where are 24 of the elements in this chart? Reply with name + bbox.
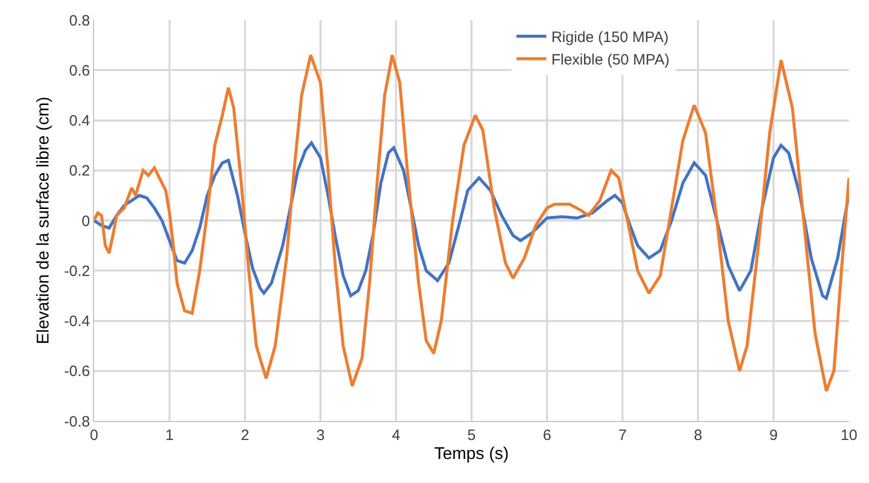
y-tick-label: -0.8 xyxy=(64,413,90,430)
y-tick-label: -0.4 xyxy=(64,313,90,330)
x-tick-label: 9 xyxy=(769,427,778,444)
x-tick-label: 6 xyxy=(542,427,552,444)
y-tick-label: 0.8 xyxy=(69,12,90,30)
x-axis-title: Temps (s) xyxy=(434,444,509,463)
y-tick-label: 0.2 xyxy=(69,162,90,180)
x-tick-label: 8 xyxy=(694,427,702,444)
y-tick-label: 0 xyxy=(82,212,90,230)
x-tick-label: 10 xyxy=(840,427,858,444)
line-series xyxy=(94,54,849,392)
legend-label: Flexible (50 MPA) xyxy=(551,52,670,69)
y-tick-label: -0.2 xyxy=(64,262,90,280)
y-tick-label: 0.6 xyxy=(69,62,90,80)
x-tick-label: 7 xyxy=(618,427,627,444)
legend-label: Rigide (150 MPA) xyxy=(551,29,669,46)
x-tick-label: 3 xyxy=(316,427,325,444)
y-tick-label: 0.4 xyxy=(69,112,90,130)
x-tick-label: 4 xyxy=(392,427,400,444)
x-tick-label: 2 xyxy=(240,427,250,444)
y-tick-label: -0.6 xyxy=(64,363,90,380)
x-tick-label: 1 xyxy=(165,427,174,444)
y-axis-title: Elevation de la surface libre (cm) xyxy=(34,96,53,344)
x-tick-label: 5 xyxy=(467,427,476,444)
